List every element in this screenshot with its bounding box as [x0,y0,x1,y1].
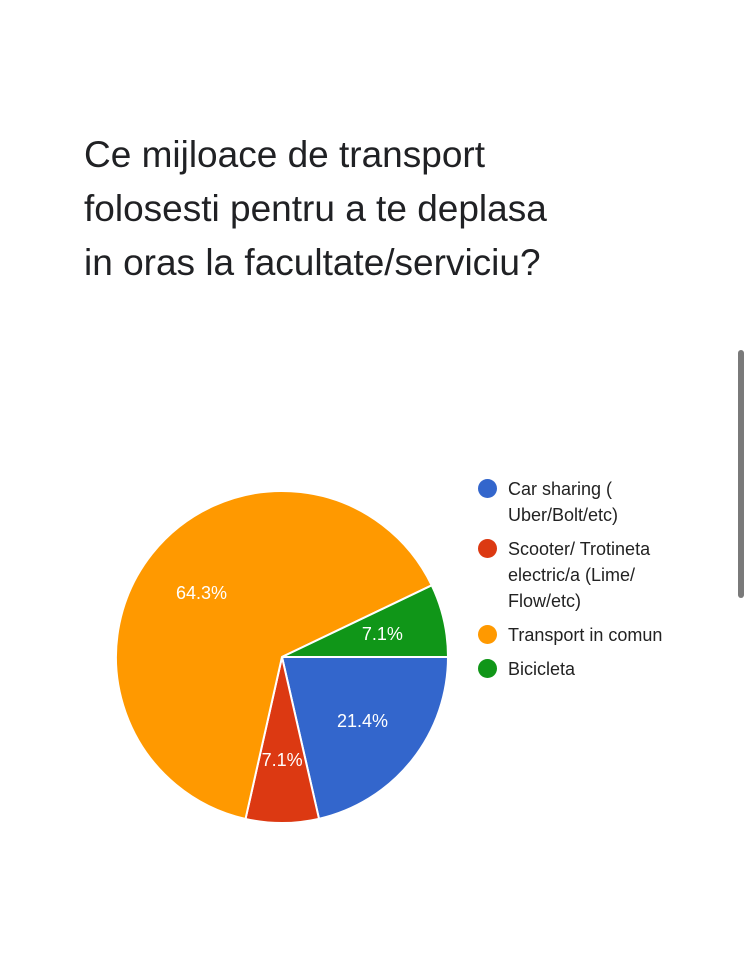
pie-slice-transport[interactable] [115,490,434,821]
legend-label: Bicicleta [508,659,576,679]
legend-swatch [478,539,497,558]
legend-swatch [478,659,497,678]
legend-item-bicicleta[interactable]: Bicicleta [478,656,668,682]
chart-legend: Car sharing ( Uber/Bolt/etc) Scooter/ Tro… [478,476,668,690]
legend-label: Scooter/ Trotineta electric/a (Lime/ Flo… [508,539,651,611]
legend-swatch [478,479,497,498]
legend-label: Car sharing ( Uber/Bolt/etc) [508,479,619,525]
slice-label-car: 21.4% [337,711,388,731]
legend-swatch [478,625,497,644]
slice-label-bicicleta: 7.1% [362,624,403,644]
question-title: Ce mijloace de transport folosesti pentr… [84,134,547,283]
slice-label-transport: 64.3% [176,583,227,603]
legend-label: Transport in comun [508,625,663,645]
scrollbar[interactable] [738,350,744,598]
slice-label-scooter: 7.1% [262,750,303,770]
pie-slice-car[interactable] [280,656,450,821]
pie-slice-bicicleta[interactable] [281,583,450,658]
legend-item-transport[interactable]: Transport in comun [478,622,668,648]
legend-item-car[interactable]: Car sharing ( Uber/Bolt/etc) [478,476,668,528]
legend-item-scooter[interactable]: Scooter/ Trotineta electric/a (Lime/ Flo… [478,536,668,614]
